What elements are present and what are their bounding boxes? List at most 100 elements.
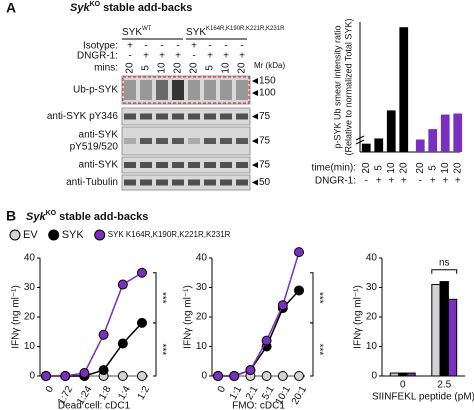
band — [140, 179, 152, 186]
point — [41, 371, 51, 381]
legend-label: SYK K164R,K190R,K221R,K231R — [108, 230, 231, 239]
x-axis-label: Dead cell: cDC1 — [58, 401, 131, 410]
band — [188, 113, 200, 120]
legend-label: EV — [23, 229, 38, 241]
sig-label: *** — [313, 344, 324, 356]
blot-image — [121, 107, 251, 126]
row-label: time(min): — [312, 163, 356, 174]
row-mark: - — [144, 41, 147, 52]
row-label: DNGR-1: — [77, 51, 118, 62]
band — [172, 138, 184, 144]
band — [204, 113, 216, 120]
x-tick-label: 0 — [44, 384, 57, 395]
series-line — [46, 272, 143, 377]
point — [213, 371, 223, 381]
band — [236, 80, 248, 100]
band — [204, 179, 216, 186]
y-tick-label: 0 — [371, 371, 377, 382]
row-mark: - — [224, 41, 227, 52]
band — [156, 179, 168, 186]
point — [137, 267, 147, 278]
x-tick-label: 0 — [216, 384, 229, 395]
bar — [453, 113, 463, 152]
blot-image — [121, 75, 251, 105]
band — [156, 162, 168, 168]
x-tick-label: 5 — [427, 165, 438, 171]
point — [137, 317, 147, 328]
sig-label: *** — [156, 292, 167, 304]
row-mark: + — [223, 51, 229, 62]
bar — [398, 372, 408, 377]
row-mark: 20 — [189, 62, 200, 74]
dngr-mark: + — [388, 176, 394, 187]
bar — [439, 281, 449, 377]
band — [188, 80, 200, 100]
bar — [447, 298, 458, 377]
marker-arrow — [252, 162, 258, 168]
band — [140, 80, 152, 100]
y-tick-label: 40 — [24, 253, 36, 264]
point — [117, 338, 128, 349]
row-mark: - — [176, 41, 179, 52]
band — [204, 162, 216, 168]
point — [261, 371, 272, 381]
point — [229, 371, 240, 381]
x-tick-label: 5 — [373, 165, 384, 171]
dngr-mark: + — [430, 176, 436, 187]
title-part: KO — [46, 210, 57, 217]
band — [220, 179, 232, 186]
dngr-mark: - — [365, 176, 368, 187]
title-part: stable add-backs — [59, 211, 148, 223]
x-tick-label: 2.5 — [437, 380, 451, 391]
y-tick-label: 10 — [366, 341, 378, 352]
x-tick-label: 0 — [400, 380, 406, 391]
x-tick-label: 1:1 — [228, 384, 245, 402]
row-mark: + — [175, 51, 181, 62]
point — [294, 371, 304, 381]
band — [124, 179, 136, 186]
y-tick-label: 10 — [24, 341, 36, 352]
row-mark: 10 — [221, 62, 232, 74]
x-tick-label: 20 — [415, 162, 426, 174]
x-tick-label: 1:4 — [116, 384, 133, 402]
x-tick-label: 1:2 — [136, 384, 153, 402]
row-mark: + — [143, 51, 149, 62]
sig-bracket — [431, 269, 458, 274]
title-part: KO — [90, 1, 101, 8]
marker-arrow — [252, 90, 258, 96]
band — [172, 113, 184, 120]
blot-image — [121, 174, 251, 191]
row-mark: + — [207, 51, 213, 62]
band — [204, 80, 216, 100]
bar — [389, 372, 400, 377]
band — [140, 113, 152, 120]
y-axis-label: IFNγ (ng ml⁻¹) — [183, 285, 194, 349]
point — [98, 329, 109, 340]
y-tick-label: 20 — [24, 312, 36, 323]
band — [220, 162, 232, 168]
dngr-mark: + — [442, 176, 448, 187]
sig-bracket — [310, 322, 314, 377]
band — [172, 179, 184, 186]
band — [188, 179, 200, 186]
row-mark: 20 — [125, 62, 136, 74]
dngr-mark: + — [401, 176, 407, 187]
title-part: Syk — [70, 2, 90, 14]
legend-swatch — [9, 229, 21, 241]
row-mark: + — [127, 41, 133, 52]
y-tick-label: 0 — [29, 371, 35, 382]
bar — [374, 138, 384, 152]
mr-marker: 50 — [259, 177, 271, 188]
y-tick-label: 40 — [196, 253, 208, 264]
band — [236, 162, 248, 168]
row-mark: 5 — [141, 65, 152, 71]
point — [261, 335, 272, 346]
mr-marker: 75 — [259, 111, 271, 122]
group-name: SYK — [186, 27, 206, 38]
x-tick-label: 20:1 — [290, 384, 309, 407]
blot-label: anti-SYK — [79, 130, 119, 141]
mr-label: Mr (kDa) — [254, 61, 285, 70]
highlight-box — [122, 76, 250, 104]
point — [294, 285, 304, 296]
